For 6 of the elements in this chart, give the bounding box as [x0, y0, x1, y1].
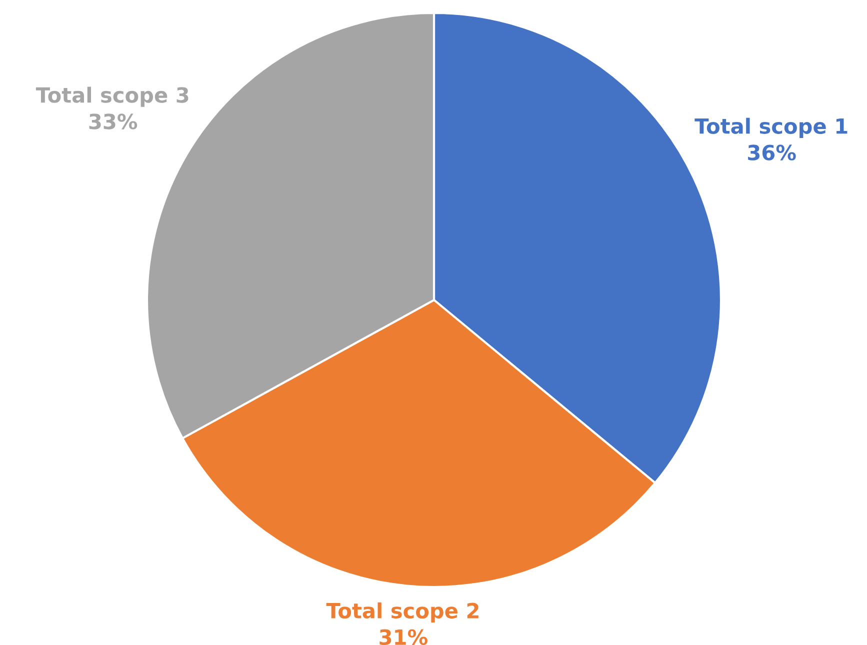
- data-label: 36%: [748, 144, 796, 160]
- slice-label: Total scope 2: [326, 602, 478, 623]
- data-label: 33%: [89, 114, 138, 130]
- slice-label: Total scope 1: [694, 118, 848, 138]
- slice-label: Total scope 3: [36, 86, 188, 107]
- data-label: 31%: [380, 629, 428, 645]
